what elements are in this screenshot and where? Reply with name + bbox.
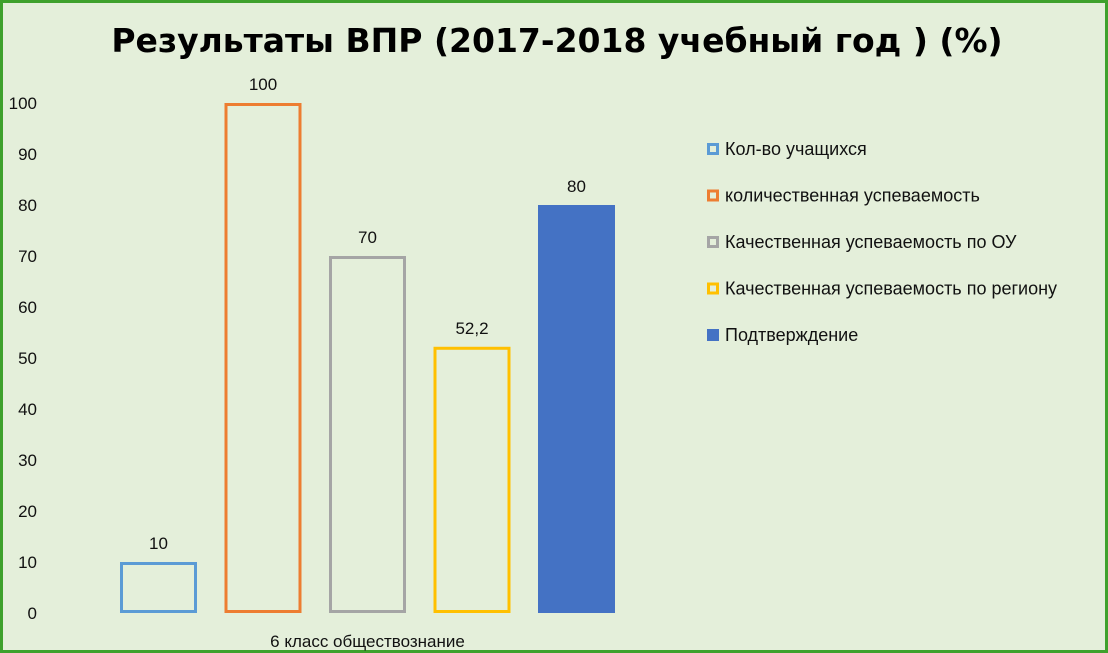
y-tick-label: 40 — [18, 400, 37, 419]
bar — [329, 256, 406, 613]
legend-swatch — [707, 189, 719, 202]
y-tick-label: 30 — [18, 451, 37, 470]
chart-title: Результаты ВПР (2017-2018 учебный год ) … — [111, 21, 1003, 60]
legend-swatch — [707, 282, 719, 295]
legend-label: Подтверждение — [725, 325, 858, 345]
y-tick-label: 70 — [18, 247, 37, 266]
y-tick-label: 60 — [18, 298, 37, 317]
y-tick-label: 100 — [9, 94, 37, 113]
legend-swatch — [707, 143, 719, 155]
data-label: 100 — [249, 75, 277, 94]
legend-label: количественная успеваемость — [725, 186, 980, 206]
data-label: 80 — [567, 177, 586, 196]
bar — [538, 205, 615, 613]
legend-label: Кол-во учащихся — [725, 139, 867, 159]
legend-label: Качественная успеваемость по ОУ — [725, 232, 1017, 252]
bar — [433, 346, 511, 613]
data-label: 52,2 — [455, 319, 488, 338]
legend-label: Качественная успеваемость по региону — [725, 279, 1057, 299]
bar — [224, 103, 302, 613]
data-label: 10 — [149, 534, 168, 553]
y-tick-label: 50 — [18, 349, 37, 368]
y-tick-label: 90 — [18, 145, 37, 164]
y-tick-label: 80 — [18, 196, 37, 215]
y-tick-label: 0 — [28, 604, 37, 623]
data-label: 70 — [358, 228, 377, 247]
y-tick-label: 10 — [18, 553, 37, 572]
legend-swatch — [707, 329, 719, 341]
legend-swatch — [707, 236, 719, 248]
bar — [120, 562, 197, 613]
y-tick-label: 20 — [18, 502, 37, 521]
x-tick-label: 6 класс обществознание — [270, 632, 465, 651]
